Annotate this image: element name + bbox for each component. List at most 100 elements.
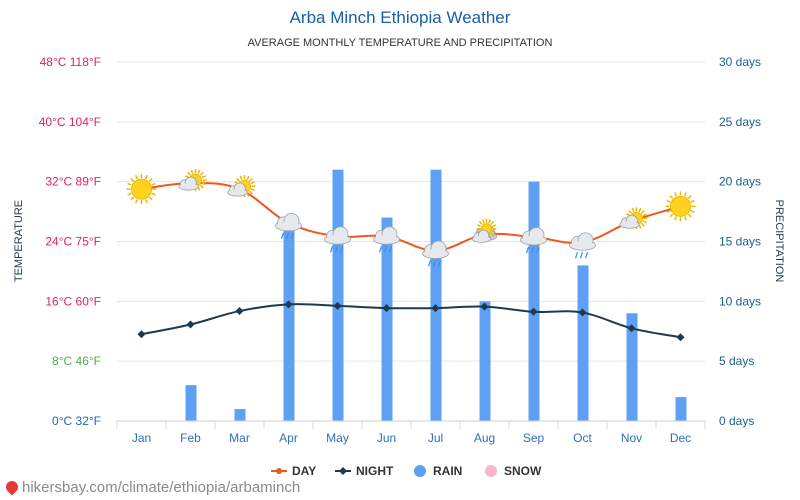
- sun-ray: [248, 190, 253, 195]
- night-point: [137, 330, 146, 339]
- rain-bar: [528, 181, 540, 421]
- sun-disc: [670, 195, 691, 217]
- cloud-rain-icon: [373, 226, 400, 253]
- sun-ray: [690, 209, 695, 213]
- day-line: [141, 182, 681, 252]
- sun-ray: [669, 195, 674, 200]
- rain-bar: [479, 301, 491, 421]
- rain-drop: [388, 246, 393, 253]
- left-tick-label: 24°C 75°F: [45, 235, 101, 249]
- temperature-lines: [137, 180, 685, 342]
- cloud-rain-icon: [324, 226, 351, 253]
- legend-label: DAY: [292, 464, 316, 478]
- right-tick-label: 30 days: [719, 55, 761, 69]
- right-tick-label: 5 days: [719, 354, 754, 368]
- rain-bar: [332, 169, 344, 421]
- cloud-fill: [570, 241, 595, 250]
- sun-ray: [481, 219, 485, 224]
- rain-drop: [383, 246, 388, 253]
- sun-ray: [199, 171, 204, 176]
- sun-ray: [491, 224, 497, 228]
- chart-title: Arba Minch Ethiopia Weather: [290, 8, 511, 27]
- month-label: Aug: [474, 431, 495, 445]
- rain-bar: [234, 409, 246, 421]
- month-label: May: [326, 431, 349, 445]
- cloud-fill: [276, 221, 301, 230]
- night-point: [186, 320, 195, 329]
- left-tick-label: 48°C 118°F: [40, 55, 101, 69]
- sun-ray: [127, 182, 132, 186]
- sun-ray: [148, 196, 153, 201]
- legend: DAY NIGHT RAIN SNOW: [271, 464, 542, 478]
- sun-ray: [478, 221, 483, 226]
- sun-icon: [126, 174, 157, 205]
- sun-ray: [130, 196, 135, 201]
- left-tick-label: 8°C 46°F: [52, 354, 101, 368]
- sun-ray: [151, 192, 156, 196]
- night-point: [480, 302, 489, 311]
- cloud-fill: [325, 235, 350, 244]
- footer-link[interactable]: hikersbay.com/climate/ethiopia/arbaminch: [3, 478, 300, 496]
- sun-ray: [687, 213, 692, 218]
- rain-drop: [525, 246, 530, 254]
- sun-ray: [135, 175, 138, 180]
- night-point: [382, 304, 391, 313]
- sun-ray: [236, 177, 241, 182]
- night-point: [627, 324, 636, 333]
- legend-day-marker: [276, 468, 282, 474]
- month-label: Jan: [132, 431, 151, 445]
- month-label: Jul: [428, 431, 443, 445]
- sun-ray: [148, 178, 153, 182]
- rain-bar: [381, 217, 393, 421]
- right-tick-label: 25 days: [719, 115, 761, 129]
- sun-ray: [197, 169, 201, 174]
- sun-ray: [476, 224, 482, 228]
- partly-sunny-icon: [619, 207, 648, 230]
- legend-label: SNOW: [504, 464, 542, 478]
- right-tick-label: 20 days: [719, 175, 761, 189]
- sun-ray: [690, 199, 695, 203]
- left-tick-label: 16°C 60°F: [45, 294, 101, 308]
- night-point: [431, 304, 440, 313]
- right-tick-label: 0 days: [719, 414, 754, 428]
- partly-cloudy-icon: [471, 218, 497, 243]
- night-point: [529, 307, 538, 316]
- cloud-fill: [423, 249, 448, 258]
- night-point: [676, 333, 685, 342]
- rain-drop: [329, 246, 334, 253]
- sun-ray: [687, 195, 692, 200]
- sun-ray: [490, 232, 495, 237]
- sun-ray: [666, 199, 671, 203]
- sun-ray: [638, 207, 642, 213]
- night-line: [141, 303, 681, 339]
- sun-ray: [248, 177, 253, 182]
- rain-bar: [577, 265, 589, 421]
- legend-label: NIGHT: [356, 464, 394, 478]
- rain-drop: [334, 246, 339, 253]
- sun-ray: [642, 213, 647, 217]
- sun-ray: [491, 230, 497, 234]
- night-point: [235, 307, 244, 316]
- rain-drop: [579, 252, 584, 259]
- rain-drop: [530, 246, 535, 254]
- sun-ray: [151, 182, 156, 186]
- grid-lines: [117, 61, 705, 422]
- sun-ray: [187, 171, 192, 176]
- month-label: Dec: [670, 431, 691, 445]
- right-tick-label: 10 days: [719, 294, 761, 308]
- partly-sunny-icon: [178, 169, 207, 192]
- sun-ray: [145, 175, 148, 180]
- sun-ray: [666, 209, 671, 213]
- sun-icon: [665, 191, 696, 222]
- month-label: Mar: [229, 431, 250, 445]
- right-axis-title: PRECIPITATION: [773, 200, 785, 283]
- legend-label: RAIN: [433, 464, 462, 478]
- rain-drop: [339, 246, 344, 253]
- sun-ray: [640, 209, 645, 214]
- rain-bar: [283, 217, 295, 421]
- rain-bar: [626, 313, 638, 421]
- rain-bar: [430, 169, 442, 421]
- month-label: Sep: [523, 431, 545, 445]
- sun-ray: [250, 181, 255, 185]
- rain-drop: [290, 232, 295, 239]
